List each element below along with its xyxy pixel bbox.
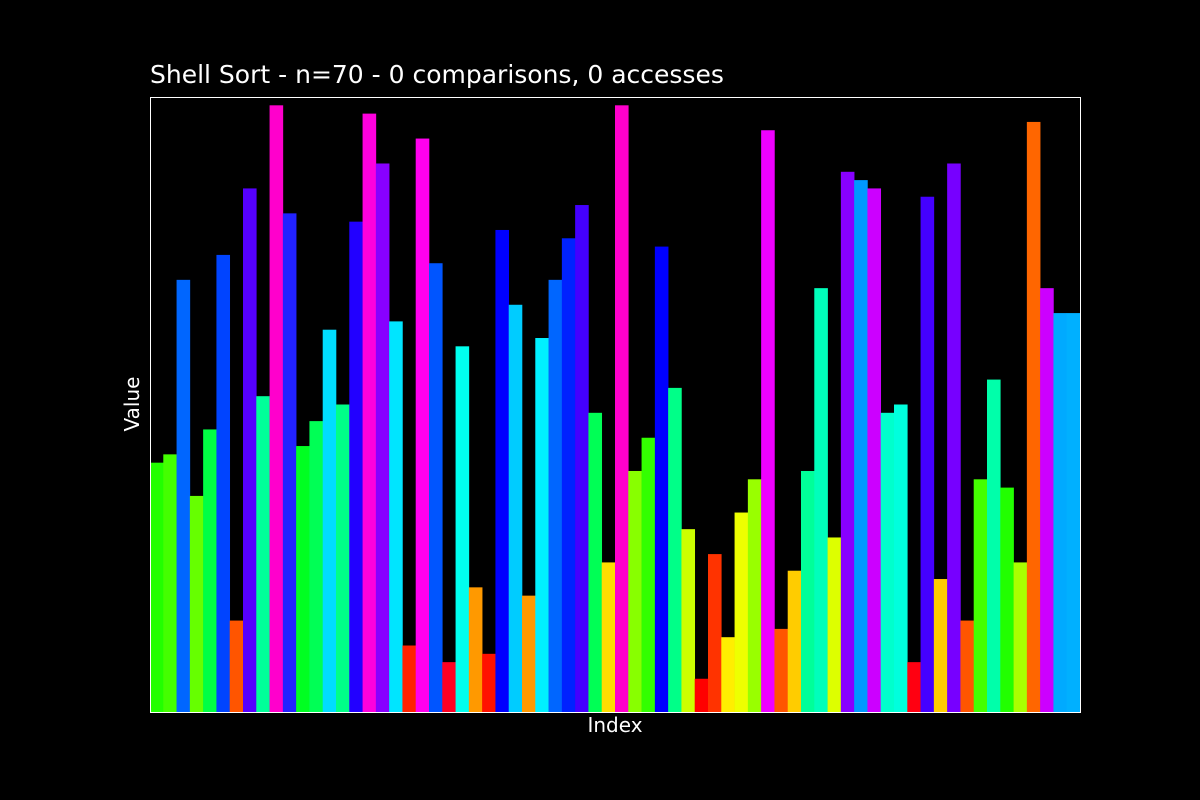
bar-5 [216,254,231,712]
bar-38 [654,246,669,712]
bar-68 [1053,313,1068,712]
bar-10 [282,213,297,712]
bar-59 [933,579,948,712]
bar-56 [894,404,908,712]
bar-37 [641,437,656,712]
bar-42 [708,554,722,712]
bar-29 [535,338,549,712]
bar-13 [322,329,337,712]
bar-65 [1013,562,1028,712]
bar-28 [522,595,536,712]
bar-62 [973,479,988,712]
bar-52 [840,171,855,713]
bar-26 [495,229,510,712]
bar-22 [442,662,456,712]
bar-14 [336,404,350,712]
bar-51 [827,537,842,712]
bar-9 [269,105,284,712]
bar-23 [455,346,470,712]
bar-24 [468,587,483,712]
bar-11 [296,446,310,712]
bar-46 [761,130,775,713]
bar-31 [561,238,576,712]
bar-54 [867,188,882,713]
bar-1 [163,454,177,712]
bar-45 [747,479,762,712]
bar-12 [309,421,324,712]
bar-61 [960,620,975,712]
bar-3 [189,495,204,712]
bar-64 [1000,487,1014,712]
bar-53 [854,180,868,713]
bar-48 [787,570,802,712]
bar-6 [229,620,244,712]
bar-27 [508,304,523,712]
bar-49 [801,470,815,712]
bar-7 [243,188,257,713]
bar-34 [601,562,616,712]
bar-25 [482,653,496,712]
bar-20 [415,138,430,713]
bar-60 [947,163,961,713]
bar-66 [1026,121,1041,713]
bar-19 [402,645,417,712]
bar-50 [814,288,828,712]
bar-0 [150,462,164,712]
bar-36 [628,470,642,712]
y-axis-label: Value [120,376,144,432]
bar-67 [1040,288,1054,712]
bar-2 [176,279,191,712]
bar-55 [880,412,895,712]
bar-18 [389,321,403,712]
bar-43 [721,637,735,712]
bar-44 [734,512,749,712]
bar-33 [588,412,603,712]
plot-frame [150,97,1081,713]
bar-4 [203,429,217,712]
chart-title: Shell Sort - n=70 - 0 comparisons, 0 acc… [150,60,724,89]
bar-group [150,105,1081,713]
bar-41 [694,678,709,712]
bar-32 [575,205,589,713]
bar-21 [429,263,443,712]
bar-16 [362,113,377,713]
bar-40 [681,529,696,712]
bar-63 [987,379,1001,712]
bar-15 [349,221,363,712]
bar-47 [774,628,789,712]
bar-17 [375,163,390,713]
bar-35 [615,105,629,712]
bar-69 [1066,313,1081,712]
bar-8 [256,396,270,712]
bar-58 [920,196,935,713]
bar-39 [668,387,682,712]
x-axis-label: Index [587,713,643,737]
bar-30 [548,279,563,712]
bar-57 [907,662,921,712]
